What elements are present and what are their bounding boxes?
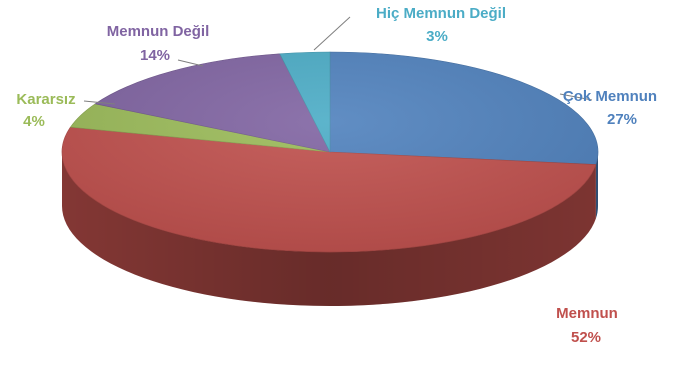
slice-name-hic-memnun-degil: Hiç Memnun Değil [376, 5, 506, 22]
pie-side-shade-cok-memnun [595, 152, 598, 219]
slice-value-kararsiz: 4% [23, 113, 45, 130]
slice-name-memnun: Memnun [556, 305, 618, 322]
slice-label-memnun-degil: Memnun Değil 14% [107, 23, 210, 64]
pie-sides [62, 152, 598, 306]
slice-label-memnun: Memnun 52% [556, 305, 618, 346]
pie-slices [61, 51, 599, 253]
leader-line-hic-memnun-degil [313, 16, 351, 51]
slice-value-cok-memnun: 27% [607, 111, 637, 128]
leader-line-cok-memnun [559, 93, 593, 101]
slice-value-hic-memnun-degil: 3% [426, 28, 448, 45]
leader-line-kararsiz [83, 100, 116, 105]
pie-side-shade-memnun [62, 152, 596, 306]
leader-line-memnun-degil [177, 59, 204, 67]
leader-lines [83, 16, 593, 105]
pie-top-sheen [62, 52, 598, 252]
slice-label-kararsiz: Kararsız 4% [16, 91, 75, 130]
slice-name-kararsiz: Kararsız [16, 91, 75, 108]
slice-name-memnun-degil: Memnun Değil [107, 23, 210, 40]
slice-value-memnun: 52% [571, 329, 601, 346]
slice-label-hic-memnun-degil: Hiç Memnun Değil 3% [376, 5, 506, 45]
slice-value-memnun-degil: 14% [140, 47, 170, 64]
slice-label-cok-memnun: Çok Memnun 27% [563, 88, 657, 128]
slice-name-cok-memnun: Çok Memnun [563, 88, 657, 105]
